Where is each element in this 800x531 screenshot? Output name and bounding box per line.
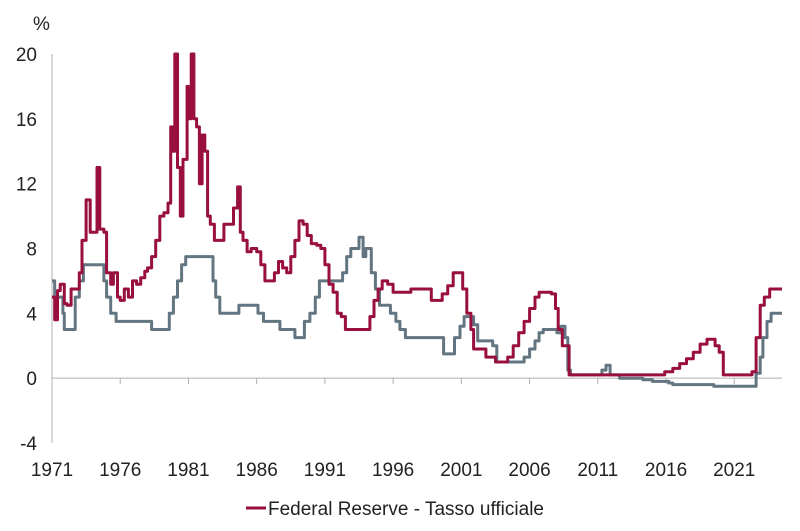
x-tick-label: 2006 xyxy=(508,460,550,481)
legend-label: Federal Reserve - Tasso ufficiale xyxy=(268,499,544,520)
series-line-1 xyxy=(52,235,782,388)
x-tick-label: 1996 xyxy=(372,460,414,481)
x-axis-ticks: 1971 1976 1981 1986 1991 1996 2001 2006 2011 2016… xyxy=(31,378,755,481)
y-axis-ticks: 20 16 12 8 4 0 -4 xyxy=(16,45,38,455)
series-lines xyxy=(52,52,782,388)
x-tick-label: 1986 xyxy=(236,460,278,481)
x-tick-label: 1981 xyxy=(167,460,209,481)
x-tick-label: 2016 xyxy=(645,460,687,481)
x-tick-label: 1976 xyxy=(99,460,141,481)
x-tick-label: 2021 xyxy=(713,460,755,481)
series-line-0 xyxy=(52,52,782,377)
y-tick-label: 16 xyxy=(16,110,37,131)
y-tick-label: 4 xyxy=(26,304,37,325)
y-tick-label: 0 xyxy=(26,369,37,390)
x-tick-label: 1991 xyxy=(304,460,346,481)
x-tick-label: 1971 xyxy=(31,460,73,481)
y-tick-label: 12 xyxy=(16,175,37,196)
y-tick-label: -4 xyxy=(20,434,37,455)
y-tick-label: 20 xyxy=(16,45,37,66)
x-tick-label: 2011 xyxy=(577,460,618,481)
legend: Federal Reserve - Tasso ufficiale xyxy=(246,499,544,520)
y-tick-label: 8 xyxy=(26,240,37,261)
unit-label: % xyxy=(33,14,50,35)
x-tick-label: 2001 xyxy=(440,460,482,481)
